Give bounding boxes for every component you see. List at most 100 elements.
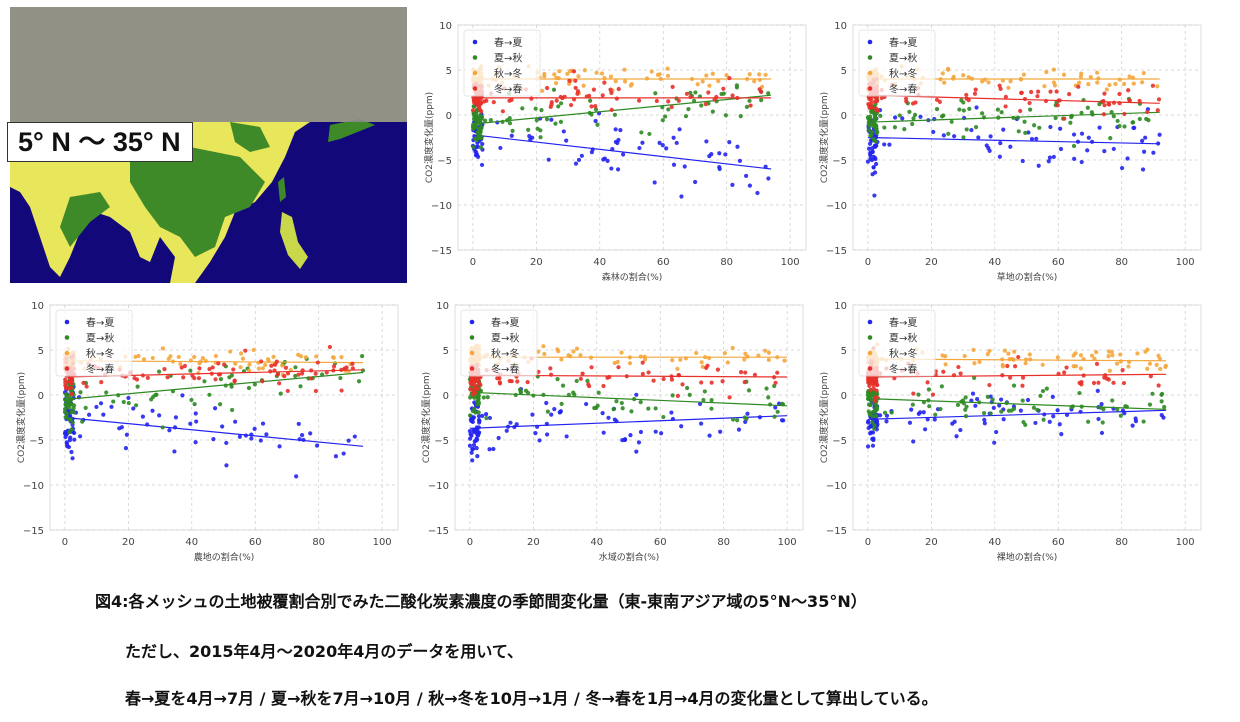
data-point [702, 389, 707, 394]
data-point [646, 406, 651, 411]
data-point [251, 347, 256, 353]
data-point [272, 362, 278, 367]
legend-label: 春→夏 [494, 37, 522, 49]
data-point [730, 417, 736, 422]
data-point [892, 125, 898, 130]
data-point [586, 93, 592, 98]
y-tick-label: −10 [826, 201, 847, 212]
data-point [553, 121, 558, 126]
y-tick-label: −5 [437, 156, 452, 167]
data-point [766, 357, 771, 362]
chart-water: 0 20 40 60 80 100 −15 −10 −5 0 5 10 水域の割合(%) CO2濃度変化量… [417, 280, 817, 570]
legend: 春→夏夏→秋秋→冬冬→春 [460, 309, 538, 377]
y-axis-label: CO2濃度変化量(ppm) [818, 372, 830, 463]
data-point [640, 140, 645, 145]
data-point [653, 429, 658, 434]
data-point [699, 421, 704, 426]
data-point [1078, 366, 1083, 371]
data-point [675, 366, 680, 371]
trend-line [867, 111, 1160, 123]
data-point [1033, 420, 1038, 426]
data-point [477, 420, 482, 425]
data-point [995, 107, 1001, 112]
data-point [101, 412, 106, 417]
data-point [628, 432, 633, 438]
data-point [688, 90, 693, 95]
data-point [193, 440, 198, 445]
data-point [194, 419, 199, 424]
data-point [1131, 81, 1136, 86]
data-point [188, 368, 193, 373]
data-point [1159, 399, 1164, 404]
data-point [887, 142, 892, 147]
data-point [500, 109, 505, 114]
data-point [299, 433, 305, 438]
y-tick-label: −5 [832, 436, 847, 447]
data-point [1123, 404, 1128, 409]
data-point [925, 380, 930, 385]
data-point [1140, 167, 1146, 172]
data-point [1036, 163, 1041, 168]
data-point [1020, 158, 1025, 164]
x-axis-label: 森林の割合(%) [602, 271, 663, 283]
data-point [67, 438, 73, 443]
data-point [568, 102, 574, 108]
data-point [471, 443, 477, 448]
legend-marker [64, 335, 70, 340]
x-tick-label: 20 [925, 257, 938, 268]
data-point [956, 364, 961, 370]
data-point [222, 362, 227, 367]
data-point [661, 414, 666, 420]
data-point [724, 73, 729, 78]
data-point [1055, 408, 1060, 413]
data-point [663, 114, 668, 119]
data-point [162, 367, 167, 372]
data-point [921, 410, 926, 415]
legend-marker [867, 350, 873, 356]
data-point [776, 401, 782, 406]
data-point [126, 395, 131, 401]
data-point [1151, 150, 1156, 155]
data-point [484, 98, 489, 103]
data-point [943, 362, 948, 367]
data-point [344, 365, 349, 370]
data-point [1062, 370, 1067, 375]
data-point [1110, 398, 1115, 403]
data-point [263, 362, 268, 368]
legend-marker [64, 319, 70, 325]
data-point [601, 383, 606, 389]
data-point [473, 410, 478, 415]
data-point [1018, 408, 1023, 413]
data-point [622, 437, 628, 442]
data-point [488, 118, 493, 123]
data-point [544, 432, 550, 437]
data-point [571, 349, 576, 354]
data-point [907, 420, 913, 425]
data-point [602, 80, 607, 85]
data-point [772, 414, 777, 419]
data-point [471, 112, 477, 117]
data-point [706, 90, 711, 95]
data-point [552, 72, 557, 77]
data-point [1035, 407, 1040, 412]
data-point [616, 86, 621, 92]
data-point [1118, 352, 1123, 357]
data-point [873, 406, 878, 411]
data-point [612, 112, 617, 117]
data-point [1122, 411, 1127, 416]
data-point [561, 129, 566, 134]
data-point [473, 384, 478, 389]
data-point [1155, 108, 1160, 113]
data-point [638, 354, 643, 359]
x-tick-label: 20 [530, 257, 543, 268]
data-point [193, 411, 198, 416]
data-point [233, 361, 238, 366]
data-point [1150, 83, 1155, 88]
legend-label: 冬→春 [889, 83, 917, 96]
data-point [67, 430, 72, 435]
data-point [72, 437, 77, 442]
data-point [1130, 423, 1135, 428]
data-point [296, 421, 301, 427]
data-point [1001, 127, 1006, 132]
y-tick-label: −15 [431, 246, 452, 257]
